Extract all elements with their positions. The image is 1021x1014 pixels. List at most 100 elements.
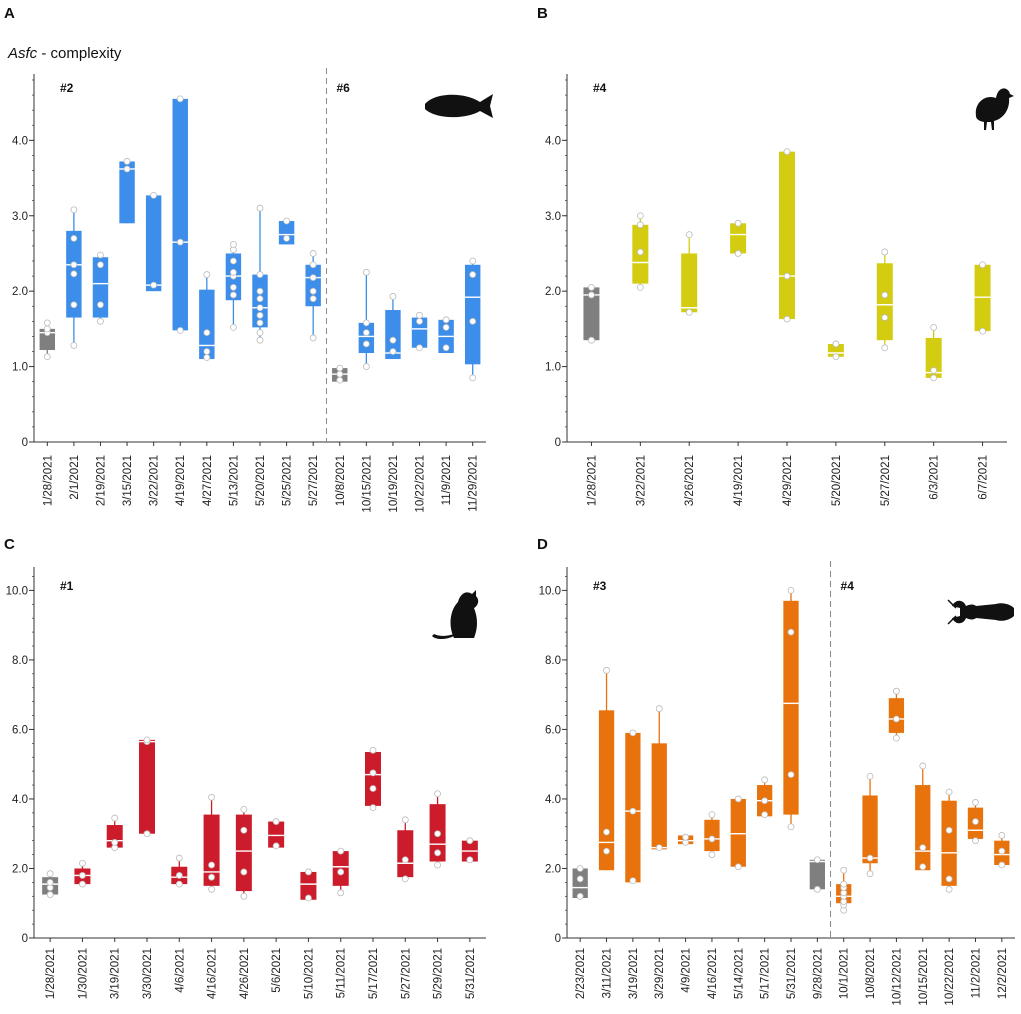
box-12: 10/8/2021	[332, 364, 348, 506]
data-point	[787, 823, 795, 831]
x-tick-label: 4/16/2021	[207, 948, 219, 999]
chart-panel-c: 0 2.0 4.0 6.0 8.0 10.0 #1 1/28/2021 1/30/2021 3/1…	[6, 567, 486, 999]
box-5: 3/22/2021	[145, 191, 162, 506]
box-rect	[235, 814, 252, 892]
data-point	[588, 291, 595, 299]
data-point	[629, 729, 637, 737]
box-rect	[300, 871, 317, 900]
y-tick-label: 2.0	[12, 286, 28, 298]
data-point	[337, 847, 345, 855]
data-point	[256, 287, 264, 295]
x-tick-label: 4/27/2021	[202, 455, 214, 506]
box-6: 4/16/2021	[203, 793, 220, 999]
crayfish-icon	[952, 600, 1014, 624]
box-rect	[92, 257, 109, 318]
data-point	[787, 771, 795, 779]
data-point	[832, 353, 840, 361]
x-tick-label: 3/19/2021	[110, 948, 122, 999]
box-5: 4/29/2021	[779, 148, 795, 506]
data-point	[389, 336, 397, 344]
data-point	[283, 234, 290, 242]
x-tick-label: 10/22/2021	[415, 455, 427, 513]
x-tick-label: 5/31/2021	[465, 948, 477, 999]
data-point	[175, 872, 183, 879]
data-point	[143, 830, 151, 838]
x-tick-label: 1/28/2021	[45, 948, 57, 999]
data-point	[783, 272, 791, 280]
y-tick-label: 10.0	[6, 585, 28, 597]
box-15: 10/22/2021	[941, 788, 957, 1006]
crayfish-antenna-icon	[947, 599, 957, 609]
data-point	[240, 805, 248, 813]
box-3: 3/26/2021	[681, 231, 698, 506]
data-point	[369, 769, 377, 777]
data-point	[866, 772, 874, 780]
data-point	[945, 875, 953, 883]
x-tick-label: 11/2/2021	[970, 948, 982, 998]
x-tick-label: 5/20/2021	[255, 455, 267, 506]
data-point	[208, 861, 215, 869]
x-tick-label: 5/17/2021	[760, 948, 772, 999]
x-tick-label: 3/26/2021	[684, 455, 696, 506]
data-point	[256, 295, 264, 303]
data-point	[972, 818, 979, 825]
box-rect	[145, 195, 162, 292]
data-point	[337, 889, 345, 897]
data-point	[111, 814, 119, 822]
box-rect	[464, 264, 481, 365]
data-point	[203, 329, 211, 337]
rat-icon	[432, 590, 479, 639]
box-rect	[278, 221, 295, 245]
data-point	[208, 793, 215, 801]
data-point	[442, 323, 450, 331]
box-3: 3/19/2021	[106, 814, 123, 999]
group-label: #4	[841, 579, 855, 593]
box-2: 3/11/2021	[598, 666, 615, 998]
box-rect	[862, 795, 878, 864]
data-point	[43, 319, 51, 327]
data-point	[43, 353, 51, 361]
data-point	[256, 304, 264, 312]
data-point	[466, 837, 474, 845]
chart-panel-a: 0 1.0 2.0 3.0 4.0 #2 #6 1/28/2021 2/1/2021 2/19/2…	[12, 68, 493, 513]
box-8: 6/3/2021	[925, 323, 942, 500]
box-2: 3/22/2021	[632, 212, 649, 506]
data-point	[434, 830, 441, 838]
x-tick-label: 3/15/2021	[122, 455, 134, 506]
data-point	[46, 878, 54, 886]
data-point	[787, 628, 795, 636]
group-label: #2	[60, 81, 74, 95]
data-point	[919, 762, 927, 770]
box-10: 5/11/2021	[332, 847, 349, 998]
data-point	[336, 370, 344, 378]
data-point	[97, 317, 104, 325]
box-rect	[779, 151, 795, 320]
box-7: 5/14/2021	[730, 795, 746, 999]
data-point	[972, 837, 979, 845]
y-tick-label: 0	[22, 437, 28, 449]
data-point	[230, 257, 237, 265]
data-point	[256, 311, 264, 319]
data-point	[256, 319, 264, 327]
box-4: 3/15/2021	[119, 158, 135, 506]
x-tick-label: 10/8/2021	[335, 455, 347, 506]
x-tick-label: 4/16/2021	[707, 948, 719, 999]
box-rect	[365, 752, 381, 806]
box-rect	[974, 264, 991, 332]
box-rect	[411, 317, 428, 348]
data-point	[79, 859, 86, 867]
data-point	[97, 261, 104, 269]
y-tick-label: 3.0	[545, 211, 561, 223]
box-8: 5/13/2021	[225, 241, 242, 506]
data-point	[442, 316, 450, 324]
data-point	[603, 847, 610, 855]
data-point	[230, 323, 237, 331]
y-tick-label: 3.0	[12, 211, 28, 223]
box-rect	[925, 337, 942, 378]
group-label: #4	[593, 81, 607, 95]
x-tick-label: 10/15/2021	[361, 455, 373, 513]
data-point	[636, 212, 644, 220]
y-tick-label: 2.0	[12, 863, 28, 875]
box-rect	[598, 710, 615, 871]
y-tick-label: 10.0	[539, 585, 561, 597]
